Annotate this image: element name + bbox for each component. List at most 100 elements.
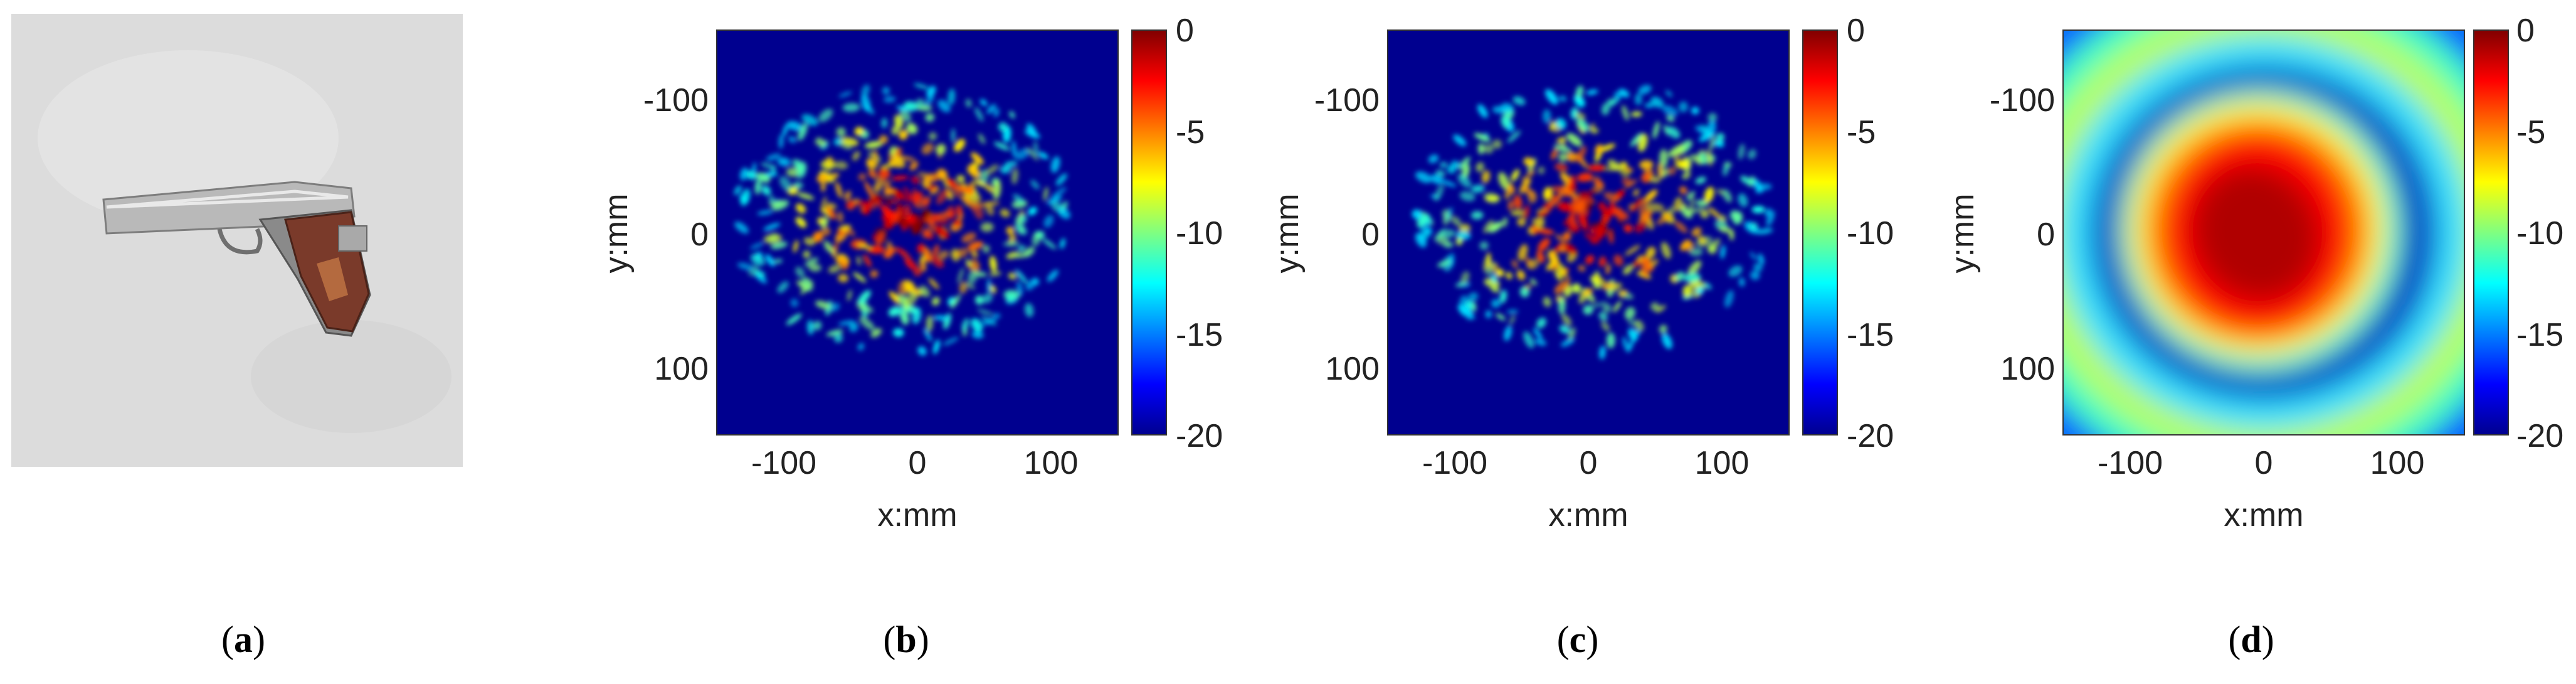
speckle: [786, 120, 803, 131]
speckle: [1518, 244, 1528, 261]
speckle: [1695, 126, 1713, 136]
colorbar: 0 -5 -10 -15 -20: [1802, 13, 1894, 454]
speckle: [965, 282, 976, 290]
speckle: [1538, 238, 1550, 252]
speckle: [915, 196, 931, 209]
speckle: [857, 255, 861, 265]
speckle: [931, 255, 944, 268]
speckle: [1659, 149, 1668, 168]
colorbar-tick: -15: [1176, 317, 1223, 353]
speckle: [750, 242, 764, 250]
speckle: [907, 214, 916, 223]
speckle: [1568, 183, 1578, 193]
speckle: [1641, 173, 1651, 183]
speckle: [1700, 209, 1709, 218]
x-tick-label: 0: [1580, 445, 1598, 481]
speckle: [913, 220, 929, 227]
speckle: [1523, 331, 1534, 349]
speckle: [1009, 233, 1016, 241]
speckle: [971, 152, 984, 165]
speckle: [971, 259, 980, 270]
speckle: [837, 228, 845, 235]
speckle: [1492, 105, 1506, 114]
speckle: [903, 280, 916, 292]
speckle: [1434, 184, 1444, 201]
speckle: [795, 203, 806, 214]
speckle: [990, 255, 997, 272]
x-axis-label: x:mm: [2224, 497, 2303, 533]
speckle: [1724, 290, 1734, 308]
heatmap-panel-d: 0 -5 -10 -15 -20 -100 0 100 -100 0 100 x…: [1945, 13, 2563, 533]
speckle: [1657, 162, 1663, 179]
speckle: [1567, 223, 1580, 233]
label-close-paren: ): [916, 619, 929, 660]
speckle: [826, 329, 843, 336]
speckle: [852, 151, 860, 161]
speckle: [1554, 163, 1568, 171]
speckle: [917, 171, 935, 180]
speckle: [1602, 282, 1615, 291]
speckle: [1011, 141, 1016, 158]
speckle: [845, 200, 856, 210]
speckle: [1677, 159, 1690, 169]
speckle: [1675, 271, 1685, 282]
speckle: [892, 209, 901, 223]
speckle: [798, 123, 808, 141]
speckle: [1491, 299, 1501, 308]
speckle: [951, 128, 956, 143]
heatmap-panel-b: 0 -5 -10 -15 -20 -100 0 100 -100 0 100 x…: [598, 13, 1223, 533]
label-open-paren: (: [221, 619, 234, 660]
speckle: [961, 318, 969, 331]
speckle: [1417, 213, 1430, 228]
speckle: [923, 247, 932, 263]
speckle: [766, 153, 781, 161]
speckle: [1512, 96, 1526, 105]
speckle: [911, 176, 921, 184]
speckle: [1428, 154, 1439, 164]
speckle: [1606, 333, 1615, 349]
y-tick-label: 0: [2037, 216, 2055, 253]
heatmap-panel-c: 0 -5 -10 -15 -20 -100 0 100 -100 0 100 x…: [1269, 13, 1894, 533]
speckle: [1468, 292, 1479, 302]
speckle: [1485, 196, 1501, 201]
speckle: [1481, 170, 1491, 183]
photo-panel: [11, 14, 463, 467]
speckle: [993, 181, 1001, 200]
speckle: [795, 216, 806, 228]
speckle: [1460, 271, 1470, 284]
speckle: [1605, 164, 1623, 171]
speckle: [870, 196, 885, 203]
speckle: [1483, 220, 1494, 233]
speckle: [770, 242, 788, 249]
speckle: [990, 285, 996, 294]
speckle: [821, 227, 831, 236]
speckle: [1601, 321, 1610, 332]
speckle: [1521, 186, 1535, 196]
speckle: [883, 96, 896, 103]
speckle: [870, 328, 882, 338]
speckle: [1708, 207, 1723, 220]
speckle: [1531, 217, 1544, 223]
y-tick-label: 0: [1361, 216, 1380, 253]
speckle: [1644, 102, 1654, 108]
speckle: [1537, 211, 1548, 217]
speckle: [909, 161, 919, 171]
speckle: [1631, 197, 1643, 213]
speckle: [1623, 264, 1634, 275]
speckle: [1030, 179, 1040, 190]
speckle: [892, 328, 904, 338]
speckle: [820, 196, 827, 213]
speckle: [734, 185, 742, 195]
speckle: [891, 176, 909, 181]
speckle: [778, 134, 784, 149]
speckle: [793, 181, 803, 189]
speckle: [1623, 224, 1633, 233]
snow-shadow: [251, 320, 451, 433]
speckle: [984, 164, 999, 175]
speckle: [773, 259, 783, 264]
speckle: [1554, 270, 1561, 281]
speckle: [1006, 294, 1015, 302]
speckle: [1519, 286, 1530, 297]
colorbar-tick: 0: [1176, 13, 1194, 49]
speckle: [922, 179, 931, 188]
